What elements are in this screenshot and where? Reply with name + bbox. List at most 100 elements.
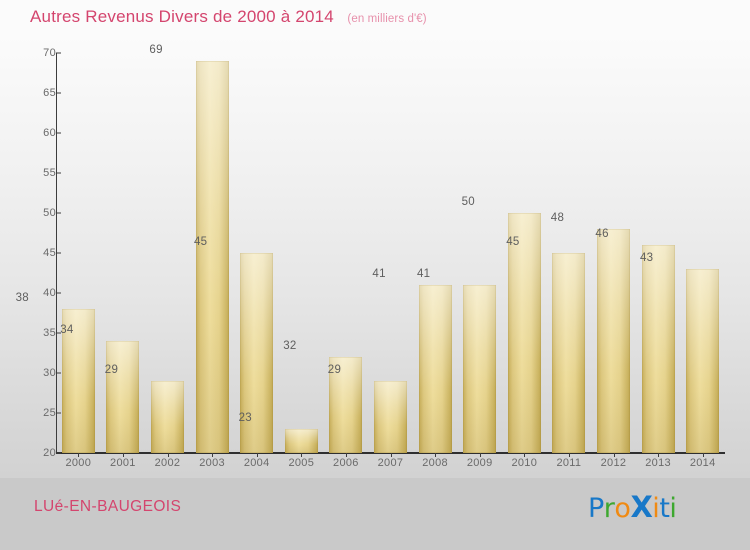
y-axis-tick-label: 40 — [43, 287, 56, 299]
logo-letter: i — [652, 493, 660, 524]
y-axis-tick-mark — [56, 372, 61, 374]
bar-value-label: 69 — [149, 44, 163, 56]
chart-header: Autres Revenus Divers de 2000 à 2014 (en… — [0, 0, 750, 36]
bar-shading — [641, 245, 675, 453]
x-axis-tick-mark — [702, 453, 704, 457]
bar[interactable] — [641, 245, 675, 453]
bar[interactable] — [150, 381, 184, 453]
title-row: Autres Revenus Divers de 2000 à 2014 (en… — [30, 7, 427, 27]
bar[interactable] — [507, 213, 541, 453]
x-axis-tick-mark — [345, 453, 347, 457]
page-title: Autres Revenus Divers de 2000 à 2014 — [30, 7, 334, 26]
y-axis-tick-mark — [56, 292, 61, 294]
bar-shading — [284, 429, 318, 453]
bar-value-label: 43 — [639, 252, 654, 264]
bar-value-label: 38 — [15, 292, 29, 304]
bar-shading — [463, 285, 497, 453]
x-axis-tick-mark — [524, 453, 526, 457]
bar[interactable] — [418, 285, 452, 453]
x-axis-tick-mark — [122, 453, 124, 457]
chart-subtitle: (en milliers d'€) — [347, 13, 427, 25]
y-axis-tick-mark — [56, 212, 61, 214]
y-axis-tick-label: 45 — [43, 247, 56, 259]
x-axis-tick-mark — [167, 453, 169, 457]
x-axis-tick-mark — [479, 453, 481, 457]
bar-shading — [106, 341, 140, 453]
bar-value-label: 45 — [193, 236, 208, 248]
bar[interactable] — [195, 61, 229, 453]
logo-letter: r — [603, 493, 615, 524]
bar-value-label: 46 — [595, 228, 609, 240]
bar-slot — [547, 53, 592, 453]
y-axis-tick-label: 70 — [43, 47, 56, 59]
bar[interactable] — [552, 253, 586, 453]
bar-shading — [195, 61, 229, 453]
x-axis-tick-label: 2013 — [645, 457, 671, 469]
x-axis-tick-label: 2011 — [556, 457, 582, 469]
y-axis-tick-mark — [56, 252, 61, 254]
bar-value-label: 41 — [416, 268, 431, 280]
x-axis-tick-mark — [212, 453, 214, 457]
bar-value-label: 50 — [461, 196, 475, 208]
bar-slot — [56, 53, 101, 453]
x-axis-tick-label: 2010 — [511, 457, 538, 469]
x-axis-tick-mark — [568, 453, 570, 457]
x-axis-tick-mark — [390, 453, 392, 457]
bar[interactable] — [463, 285, 497, 453]
x-axis-tick-label: 2009 — [466, 457, 493, 469]
bar-slot — [457, 53, 502, 453]
y-axis-tick-mark — [56, 92, 61, 94]
y-axis-tick-label: 50 — [43, 207, 56, 219]
y-axis-tick-label: 60 — [43, 127, 56, 139]
logo-letter: o — [614, 493, 631, 524]
x-axis-tick-label: 2012 — [600, 457, 627, 469]
bar-shading — [686, 269, 720, 453]
bar-value-label: 48 — [550, 212, 565, 224]
bar[interactable] — [686, 269, 720, 453]
bar[interactable] — [106, 341, 140, 453]
bar-slot — [101, 53, 146, 453]
bar-shading — [507, 213, 541, 453]
bar-slot — [145, 53, 190, 453]
x-axis-tick-label: 2000 — [65, 457, 92, 469]
x-axis-tick-label: 2007 — [377, 457, 404, 469]
y-axis-labels: 20 25 30 35 40 45 50 55 60 65 70 — [22, 36, 56, 478]
y-axis-tick-mark — [56, 52, 61, 54]
bar[interactable] — [284, 429, 318, 453]
bar-slot — [190, 53, 235, 453]
chart-footer: LUé-EN-BAUGEOIS — [0, 478, 750, 550]
y-axis-tick-label: 55 — [43, 167, 56, 179]
bar-value-label: 29 — [104, 364, 119, 376]
bar-value-label: 34 — [60, 324, 74, 336]
proxiti-logo[interactable]: ProXiti — [588, 490, 677, 524]
x-axis-tick-label: 2003 — [199, 457, 225, 469]
y-axis-tick-label: 65 — [43, 87, 56, 99]
x-axis-tick-label: 2008 — [422, 457, 448, 469]
logo-letter: X — [630, 490, 653, 524]
y-axis-tick-label: 35 — [43, 327, 56, 339]
x-axis-tick-mark — [256, 453, 258, 457]
bar-value-label: 41 — [372, 268, 386, 280]
x-axis-tick-label: 2005 — [288, 457, 315, 469]
bar-value-label: 29 — [327, 364, 342, 376]
y-axis-tick-label: 20 — [43, 447, 56, 459]
x-axis-tick-mark — [301, 453, 303, 457]
bar-value-label: 23 — [238, 412, 252, 424]
x-axis-tick-mark — [78, 453, 80, 457]
x-axis-tick-label: 2001 — [110, 457, 136, 469]
plot-area: 20 25 30 35 40 45 50 55 60 65 70 38 2000 34 2001 29 200… — [0, 36, 750, 478]
bar-slot — [502, 53, 547, 453]
y-axis-tick-mark — [56, 332, 61, 334]
y-axis-tick-mark — [56, 412, 61, 414]
bar-slot — [279, 53, 324, 453]
x-axis-tick-label: 2006 — [333, 457, 359, 469]
bar[interactable] — [373, 381, 407, 453]
bar-shading — [552, 253, 586, 453]
y-axis-tick-label: 25 — [43, 407, 56, 419]
y-axis-tick-label: 30 — [43, 367, 56, 379]
bar-shading — [150, 381, 184, 453]
logo-letter: i — [669, 493, 677, 524]
x-axis-tick-mark — [613, 453, 615, 457]
logo-letter: P — [588, 493, 604, 524]
